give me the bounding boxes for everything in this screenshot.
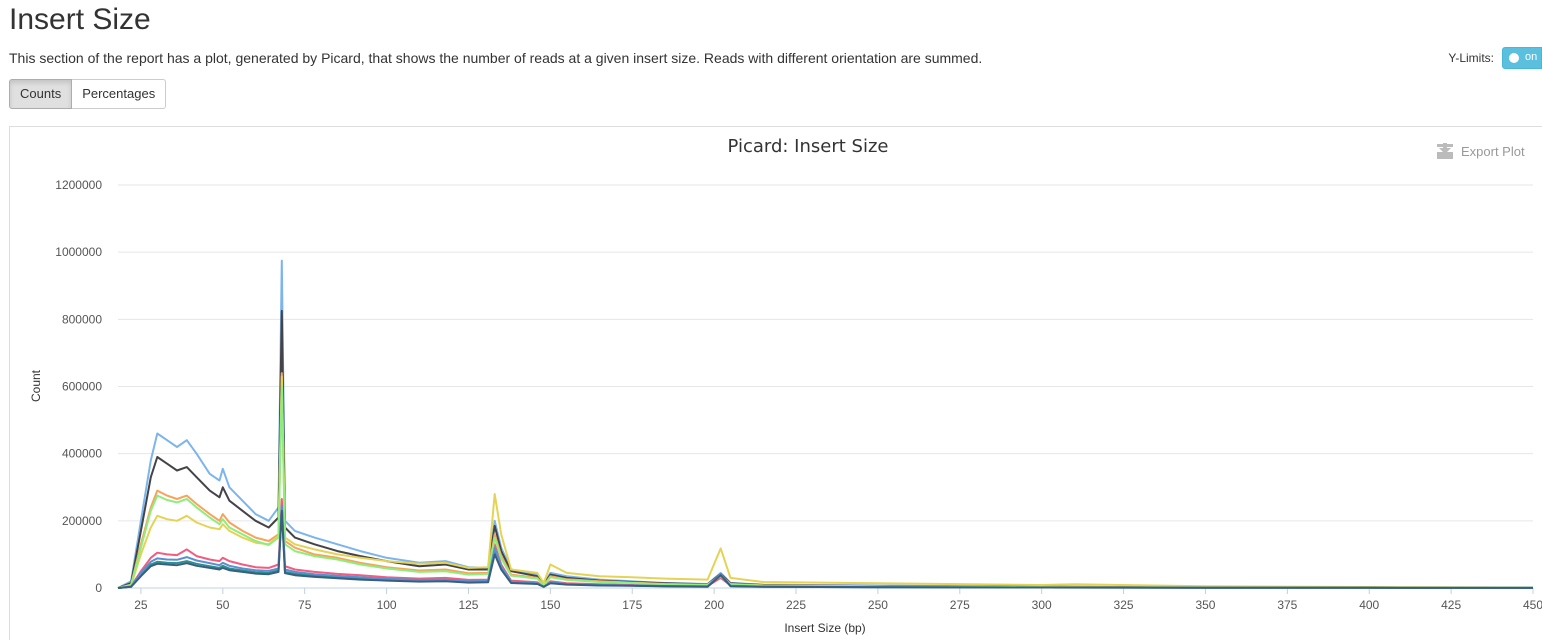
series-lines [117, 259, 1534, 589]
series-line-sample_2[interactable] [117, 309, 1534, 589]
y-tick-label: 1000000 [55, 245, 102, 259]
export-plot-button[interactable]: Export Plot [1437, 143, 1525, 159]
series-line-sample_4[interactable] [117, 375, 1534, 589]
x-tick-label: 25 [134, 598, 148, 612]
x-tick-label: 125 [458, 598, 478, 612]
download-icon [1437, 143, 1453, 159]
x-tick-label: 75 [298, 598, 312, 612]
x-tick-label: 450 [1523, 598, 1542, 612]
y-tick-label: 1200000 [55, 178, 102, 192]
x-tick-label: 200 [704, 598, 724, 612]
percentages-button[interactable]: Percentages [72, 79, 167, 109]
x-tick-label: 50 [216, 598, 230, 612]
x-tick-label: 400 [1359, 598, 1379, 612]
x-tick-label: 350 [1195, 598, 1215, 612]
y-tick-label: 0 [95, 581, 102, 595]
section-description: This section of the report has a plot, g… [9, 50, 983, 66]
y-tick-label: 200000 [62, 514, 102, 528]
series-line-sample_9[interactable] [117, 509, 1534, 589]
y-tick-label: 800000 [62, 312, 102, 326]
plot-mode-buttons: Counts Percentages [9, 79, 167, 109]
y-axis-label: Count [29, 369, 43, 402]
series-line-sample_6[interactable] [117, 385, 1534, 589]
chart-title: Picard: Insert Size [728, 136, 889, 157]
x-tick-label: 250 [868, 598, 888, 612]
ylimits-toggle[interactable]: on [1502, 47, 1542, 69]
y-axis-ticks: 0 200000 400000 600000 800000 1000000 1200000 [55, 178, 102, 595]
x-tick-label: 175 [622, 598, 642, 612]
series-line-sample_1[interactable] [117, 259, 1534, 589]
x-axis-ticks: 25 50 75 100 125 150 175 200 225 250 275 300 325 350 3… [134, 588, 1542, 612]
x-tick-label: 275 [950, 598, 970, 612]
toggle-knob-icon [1509, 53, 1519, 63]
x-tick-label: 100 [377, 598, 397, 612]
y-tick-label: 400000 [62, 447, 102, 461]
series-line-sample_8[interactable] [117, 504, 1534, 589]
toggle-state-label: on [1525, 51, 1538, 63]
page-title: Insert Size [9, 3, 151, 36]
x-tick-label: 225 [786, 598, 806, 612]
grid-lines [118, 184, 1533, 522]
plot-container [9, 126, 1542, 640]
x-tick-label: 375 [1277, 598, 1297, 612]
x-tick-label: 325 [1114, 598, 1134, 612]
x-tick-label: 300 [1032, 598, 1052, 612]
x-tick-label: 425 [1441, 598, 1461, 612]
y-tick-label: 600000 [62, 380, 102, 394]
series-line-sample_3[interactable] [117, 372, 1534, 589]
counts-button[interactable]: Counts [9, 79, 73, 109]
export-plot-label: Export Plot [1461, 144, 1525, 159]
ylimits-label: Y-Limits: [1448, 51, 1494, 65]
x-tick-label: 150 [540, 598, 560, 612]
x-axis-label: Insert Size (bp) [784, 621, 865, 635]
